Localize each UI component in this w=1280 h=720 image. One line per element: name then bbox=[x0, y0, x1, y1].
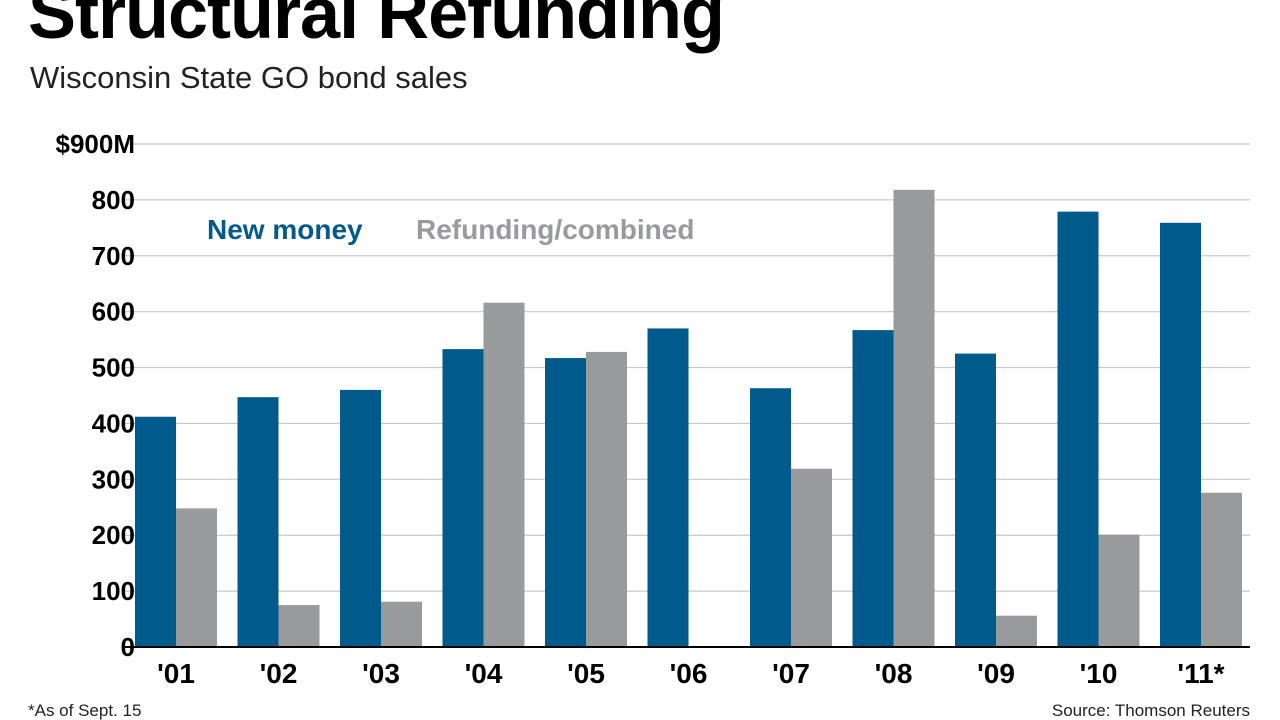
source-credit: Source: Thomson Reuters bbox=[1051, 701, 1250, 720]
x-category-label: '08 bbox=[875, 658, 913, 689]
y-tick-label: $900M bbox=[56, 129, 136, 159]
bar-refunding-1 bbox=[278, 605, 320, 647]
bar-refunding-7 bbox=[893, 189, 935, 647]
chart-subtitle: Wisconsin State GO bond sales bbox=[30, 60, 468, 95]
x-category-label: '03 bbox=[362, 658, 400, 689]
bar-refunding-9 bbox=[1098, 534, 1140, 647]
x-category-label: '07 bbox=[772, 658, 810, 689]
x-category-label: '11* bbox=[1177, 658, 1224, 689]
x-category-label: '09 bbox=[977, 658, 1015, 689]
bar-new-money-10 bbox=[1160, 222, 1201, 647]
bar-refunding-4 bbox=[586, 351, 627, 647]
bar-refunding-8 bbox=[996, 615, 1037, 647]
chart-title: Structural Refunding bbox=[28, 0, 725, 54]
x-category-label: '01 bbox=[157, 658, 195, 689]
y-tick-label: 100 bbox=[92, 576, 135, 606]
y-tick-label: 800 bbox=[92, 185, 135, 215]
bar-refunding-10 bbox=[1201, 492, 1242, 647]
bar-new-money-8 bbox=[955, 353, 996, 647]
bar-refunding-2 bbox=[381, 601, 422, 647]
y-tick-label: 700 bbox=[92, 241, 135, 271]
bar-new-money-3 bbox=[442, 349, 484, 647]
bar-new-money-7 bbox=[852, 330, 894, 647]
legend: New money Refunding/combined bbox=[207, 214, 694, 245]
y-tick-label: 300 bbox=[92, 464, 135, 494]
x-category-label: '06 bbox=[670, 658, 708, 689]
x-category-label: '02 bbox=[260, 658, 298, 689]
x-category-label: '04 bbox=[465, 658, 503, 689]
bars bbox=[135, 189, 1242, 647]
y-tick-label: 200 bbox=[92, 520, 135, 550]
bar-refunding-3 bbox=[483, 302, 525, 647]
bar-refunding-6 bbox=[791, 468, 832, 647]
x-category-label: '10 bbox=[1080, 658, 1118, 689]
footnote: *As of Sept. 15 bbox=[28, 701, 142, 720]
legend-new-money: New money bbox=[207, 214, 363, 245]
bar-new-money-0 bbox=[135, 416, 176, 647]
bar-new-money-5 bbox=[647, 328, 689, 647]
x-category-label: '05 bbox=[567, 658, 605, 689]
bar-new-money-6 bbox=[750, 388, 791, 647]
legend-refunding-combined: Refunding/combined bbox=[416, 214, 694, 245]
x-axis-category-labels: '01 '02 '03 '04 '05 '06 '07 '08 '09 '10 '11* bbox=[157, 658, 1225, 689]
bar-new-money-1 bbox=[237, 397, 279, 647]
y-tick-label: 400 bbox=[92, 408, 135, 438]
bar-new-money-4 bbox=[545, 358, 586, 647]
bar-new-money-9 bbox=[1057, 211, 1099, 647]
bar-refunding-0 bbox=[176, 508, 217, 647]
y-tick-label: 500 bbox=[92, 353, 135, 383]
y-tick-label: 600 bbox=[92, 297, 135, 327]
bar-new-money-2 bbox=[340, 389, 381, 647]
